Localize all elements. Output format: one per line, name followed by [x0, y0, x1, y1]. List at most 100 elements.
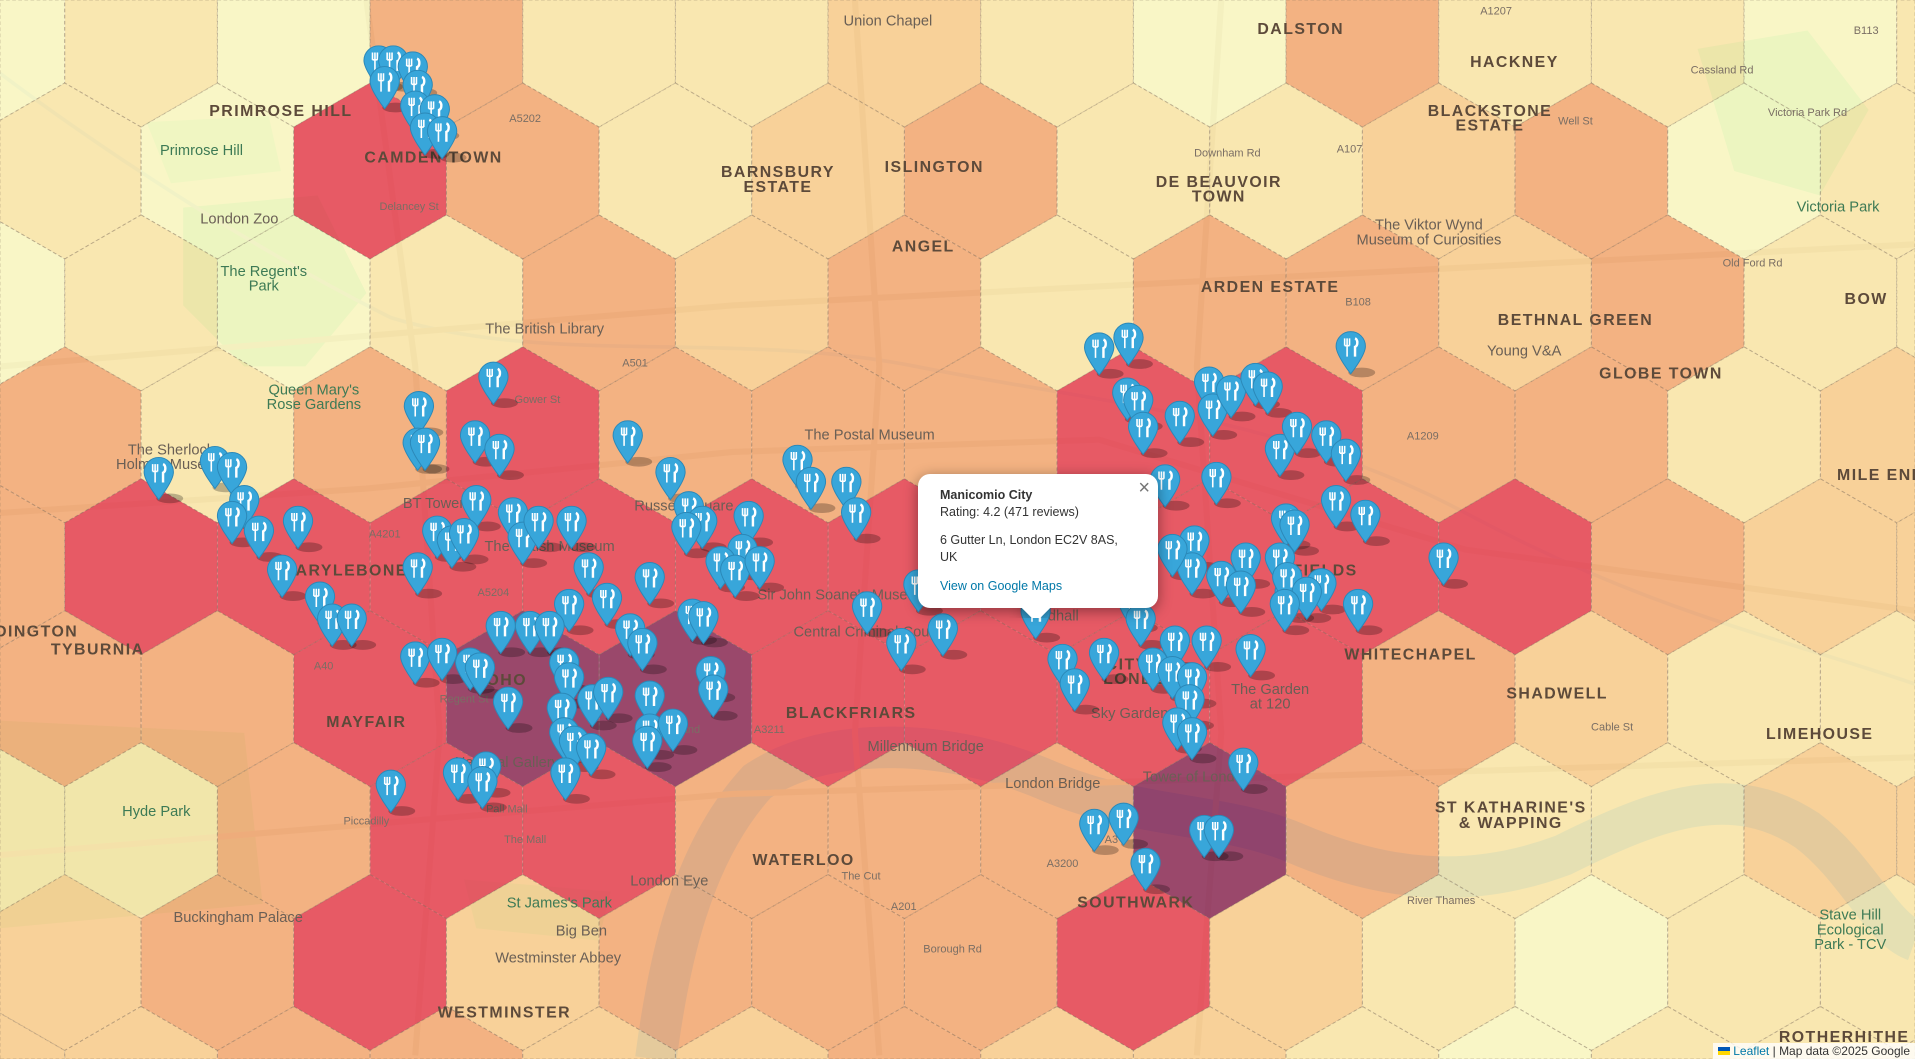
map-label-area: SHADWELL — [1506, 686, 1608, 703]
map-label-area: BARNSBURY — [721, 164, 835, 181]
marker-shadow — [520, 558, 548, 568]
marker-shadow — [1210, 429, 1238, 440]
map-label-poi: London Eye — [630, 874, 708, 890]
map-label-area: BETHNAL GREEN — [1498, 312, 1653, 329]
popup-close-button[interactable]: × — [1138, 477, 1150, 499]
map-label-poi: Young V&A — [1487, 343, 1562, 359]
map-label-area: DINGTON — [0, 623, 78, 640]
map-label-poi: Westminster Abbey — [495, 951, 622, 967]
map-label-area: BLACKSTONE — [1428, 103, 1553, 120]
map-label-poi: The British Library — [485, 321, 604, 337]
marker-shadow — [732, 591, 760, 601]
hexbin-cell — [140, 873, 295, 1052]
map-label-road: A201 — [891, 901, 917, 913]
marker-shadow — [1072, 704, 1100, 715]
hexbin-cell — [1361, 610, 1516, 788]
hexbin-cell — [1438, 1005, 1592, 1059]
hexbin-cell — [1896, 0, 1915, 95]
hexbin-cell — [1743, 0, 1898, 128]
hexbin-cell — [1590, 478, 1745, 656]
map-label-road: Cassland Rd — [1691, 64, 1754, 76]
marker-shadow — [1091, 845, 1119, 856]
google-maps-link[interactable]: View on Google Maps — [940, 578, 1063, 593]
hexbin-cell — [0, 610, 142, 788]
hexbin-cell — [522, 0, 676, 128]
marker-shadow — [588, 769, 616, 780]
map-labels: DALSTON HACKNEY CAMDEN TOWN ISLINGTON ANGEL B… — [0, 6, 1915, 1046]
marker-shadow — [461, 554, 489, 565]
map-label-park: Queen Mary's — [269, 383, 360, 399]
hexbin-cell — [1667, 346, 1821, 524]
map-label-area: ARDEN ESTATE — [1201, 279, 1340, 296]
map-label-road: Gower St — [514, 394, 560, 406]
hexbin-cell — [140, 82, 295, 260]
hexbin-cell — [598, 82, 753, 260]
map-label-area: CAMDEN TOWN — [364, 149, 502, 166]
marker-shadow — [1277, 470, 1305, 481]
hexbin-cell — [1514, 346, 1669, 524]
marker-shadow — [295, 542, 323, 553]
hexbin-cell — [1285, 0, 1440, 128]
map-label-area: TYBURNIA — [51, 642, 145, 659]
marker-shadow — [1216, 851, 1244, 862]
map-label-poi: The Sherlock — [128, 442, 215, 458]
hexbin-cell — [1133, 1005, 1287, 1059]
marker-shadow — [1204, 662, 1232, 672]
marker-shadow — [388, 806, 416, 816]
map-label-park: Rose Gardens — [267, 397, 361, 413]
map-label-poi: Museum of Curiosities — [1357, 232, 1502, 248]
marker-shadow — [1238, 607, 1266, 617]
map-label-poi: The Garden — [1231, 682, 1309, 698]
map-label-park: Stave Hill — [1819, 908, 1881, 924]
map-label-road: The Mall — [504, 834, 546, 846]
marker-shadow — [915, 605, 943, 616]
marker-shadow — [1355, 625, 1383, 636]
map-label-area: ANGEL — [892, 239, 955, 256]
marker-shadow — [644, 762, 672, 772]
map-label-road: Downham Rd — [1194, 147, 1261, 159]
hexbin-cell — [0, 484, 66, 649]
marker-shadow — [412, 677, 440, 688]
map-label-road: Pall Mall — [486, 803, 528, 815]
map-label-area: BLACKFRIARS — [786, 705, 917, 722]
hexbin-cell — [1285, 742, 1440, 920]
map-label-poi: at 120 — [1250, 696, 1291, 712]
map-label-area: GLOBE TOWN — [1599, 366, 1723, 383]
hexbin-cell — [1667, 610, 1821, 788]
map-label-road: Delancey St — [380, 201, 439, 213]
hexbin-cell — [1438, 214, 1592, 392]
marker-shadow — [639, 664, 667, 675]
marker-shadow — [449, 561, 477, 572]
hexbin-cell — [1361, 346, 1516, 524]
marker-shadow — [589, 720, 617, 731]
marker-shadow — [422, 464, 450, 474]
hexbin-cell — [598, 873, 753, 1052]
marker-shadow — [1096, 368, 1124, 379]
map-label-area: MAYFAIR — [326, 714, 406, 731]
marker-shadow — [898, 664, 926, 675]
map-label-road: Regent St — [440, 693, 489, 705]
hexbin-cell — [0, 82, 142, 260]
leaflet-link[interactable]: Leaflet — [1733, 1044, 1770, 1058]
marker-shadow — [1228, 411, 1256, 422]
map-label-road: A3 — [1105, 834, 1118, 846]
hexbin-cell — [64, 742, 218, 920]
hexbin-cell — [1209, 82, 1363, 260]
hexbin-cell — [980, 742, 1134, 920]
marker-shadow — [536, 542, 564, 553]
map-label-poi: The Postal Museum — [804, 428, 934, 444]
map-label-poi: London Zoo — [200, 212, 278, 228]
hexbin-cell — [980, 1005, 1134, 1059]
map-label-poi: Millennium Bridge — [868, 739, 984, 755]
map-label-road: Borough Rd — [923, 944, 982, 956]
hexbin-cell — [827, 742, 982, 920]
marker-shadow — [1121, 839, 1149, 849]
map-label-poi: London Bridge — [1005, 776, 1100, 792]
hexbin-cell — [1743, 478, 1898, 656]
popup-address: 6 Gutter Ln, London EC2V 8AS, UK — [940, 532, 1118, 564]
map-label-poi: Union Chapel — [844, 14, 933, 30]
hexbin-cell — [217, 1005, 371, 1059]
hexbin-cell — [293, 873, 447, 1052]
marker-shadow — [1294, 448, 1322, 459]
